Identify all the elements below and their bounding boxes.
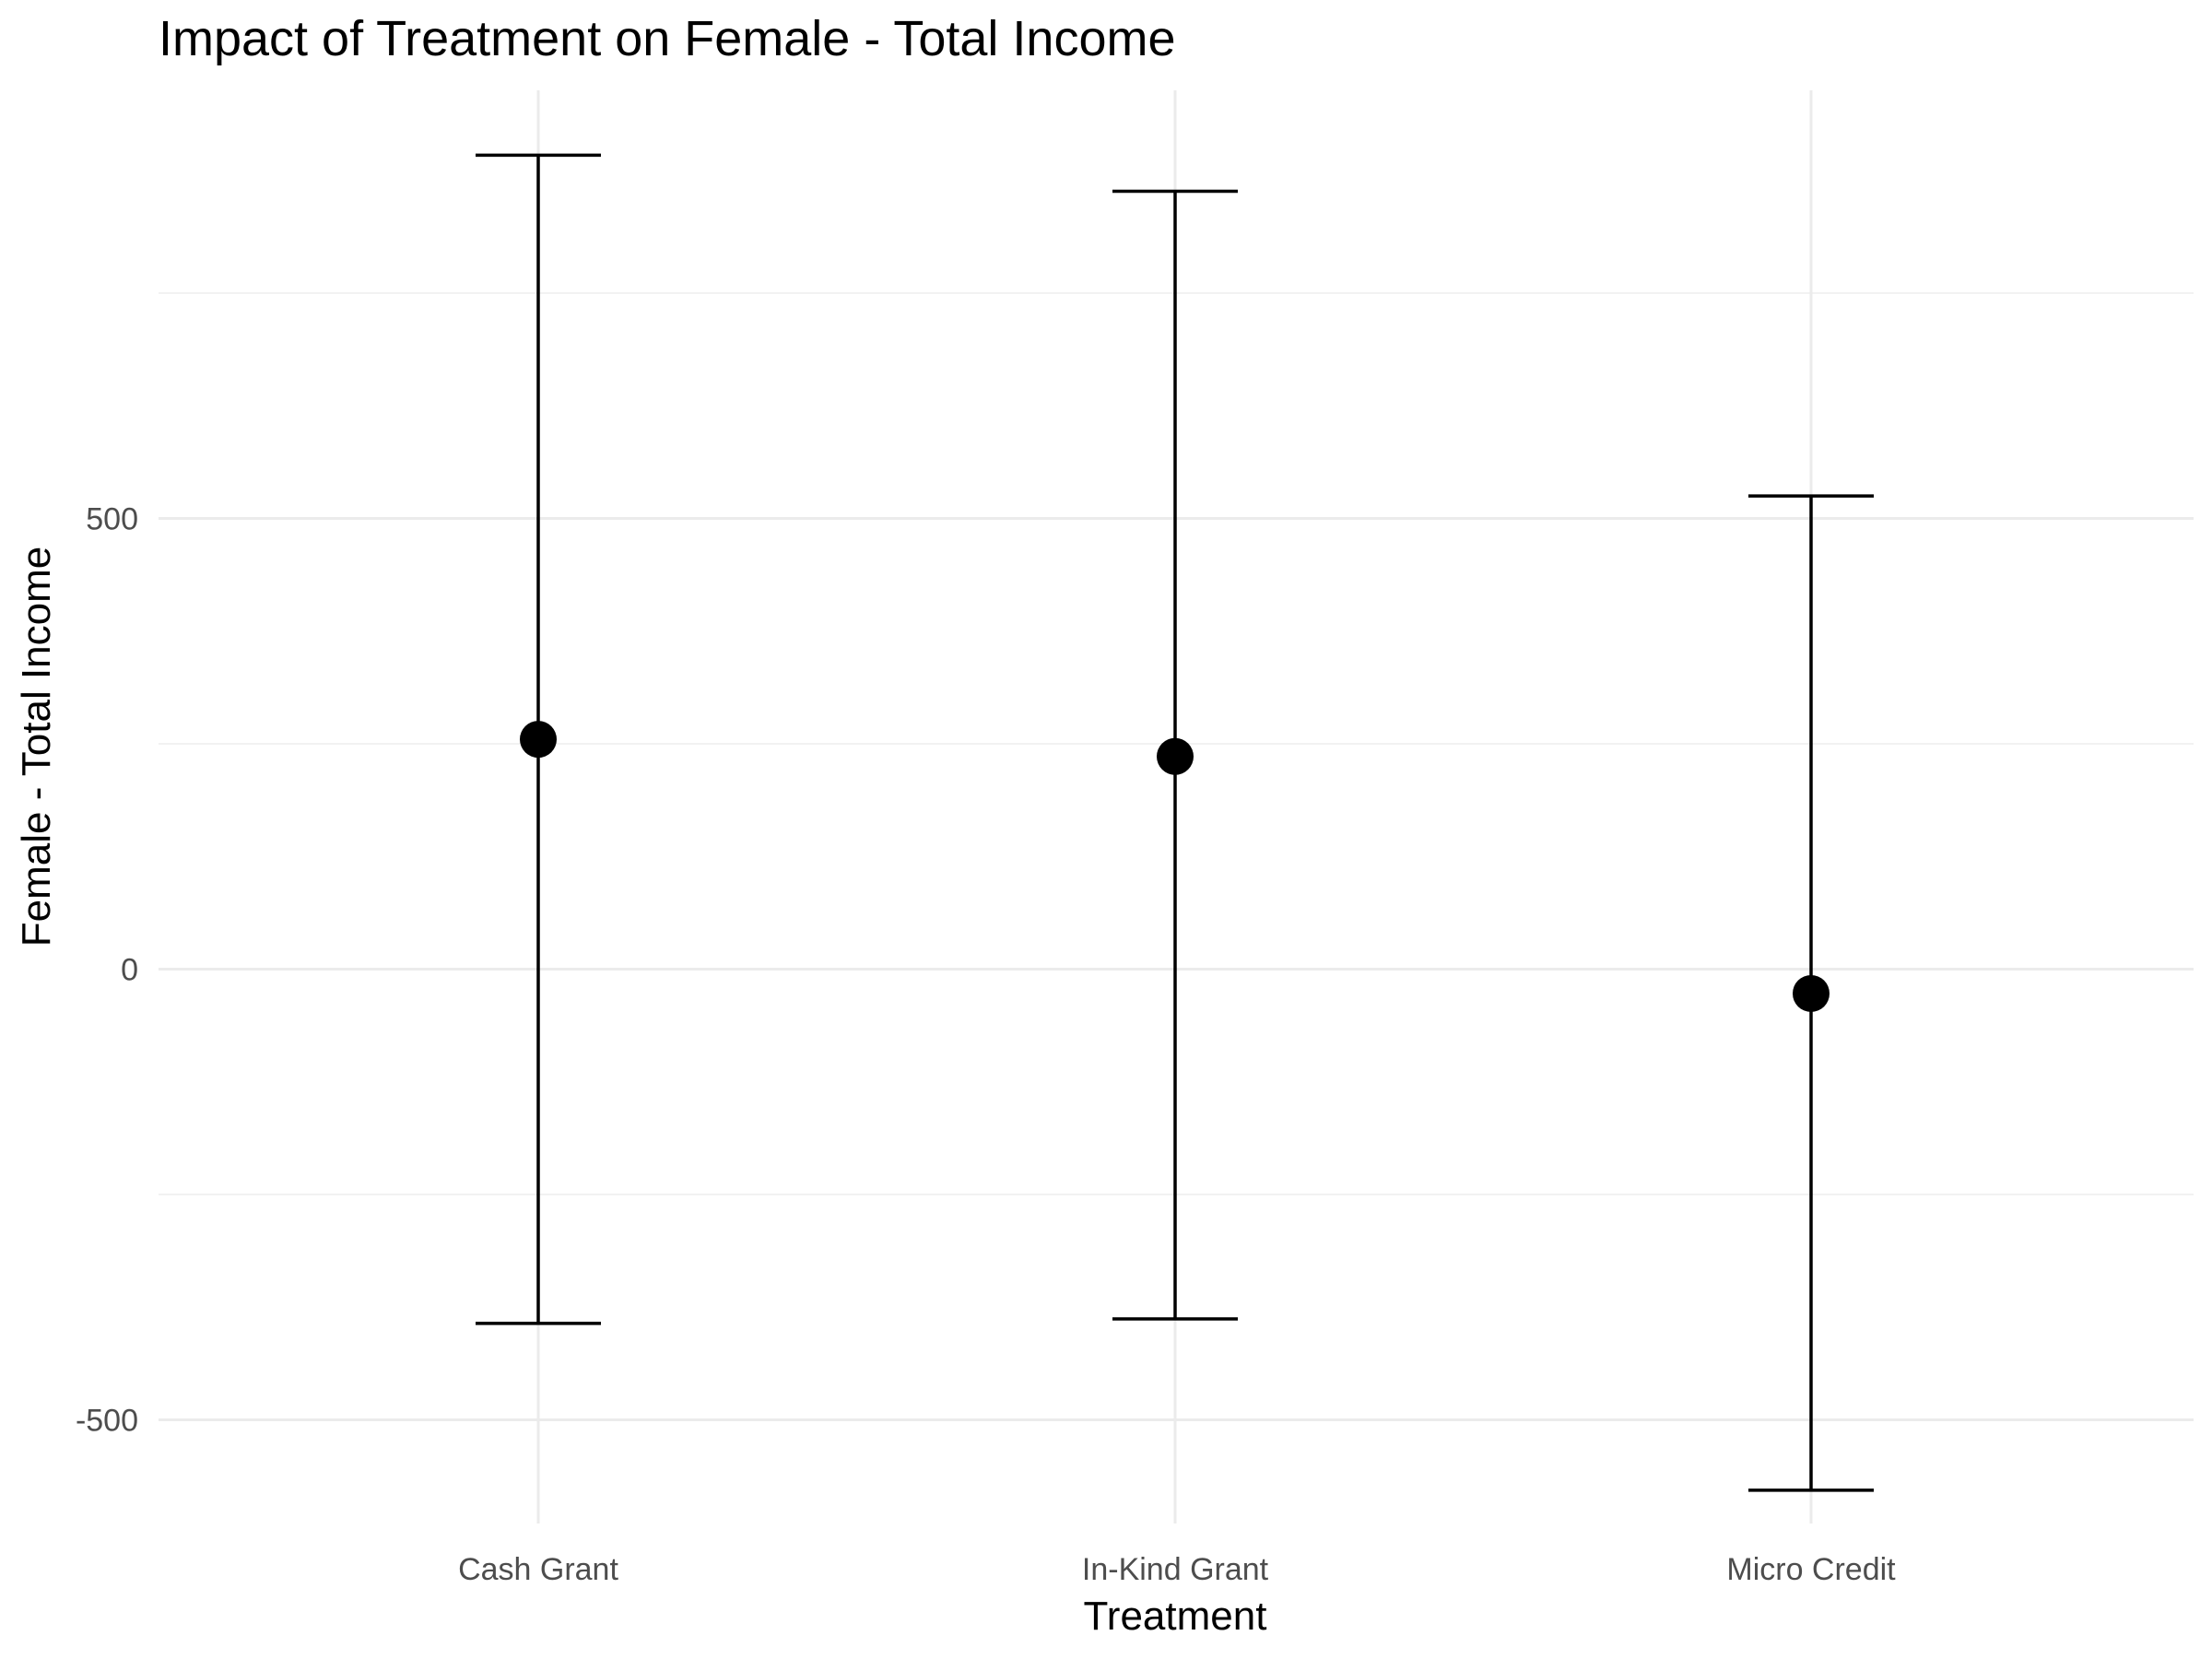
point-estimate-in-kind-grant bbox=[1157, 737, 1194, 775]
point-estimate-micro-credit bbox=[1793, 974, 1830, 1012]
y-axis-ticks: -500 0 500 bbox=[76, 502, 138, 1439]
y-tick-label: -500 bbox=[76, 1404, 138, 1439]
point-estimate-cash-grant bbox=[520, 721, 557, 759]
x-tick-label: Cash Grant bbox=[458, 1552, 618, 1587]
x-axis-title: Treatment bbox=[1084, 1594, 1267, 1639]
plot-marks bbox=[476, 153, 1874, 1492]
x-axis-ticks: Cash Grant In-Kind Grant Micro Credit bbox=[458, 1552, 1896, 1587]
y-axis-title: Female - Total Income bbox=[14, 547, 59, 947]
y-tick-label: 0 bbox=[121, 953, 138, 988]
y-tick-label: 500 bbox=[86, 502, 138, 537]
x-tick-label: In-Kind Grant bbox=[1082, 1552, 1269, 1587]
chart-title: Impact of Treatment on Female - Total In… bbox=[159, 11, 1176, 66]
x-tick-label: Micro Credit bbox=[1726, 1552, 1896, 1587]
